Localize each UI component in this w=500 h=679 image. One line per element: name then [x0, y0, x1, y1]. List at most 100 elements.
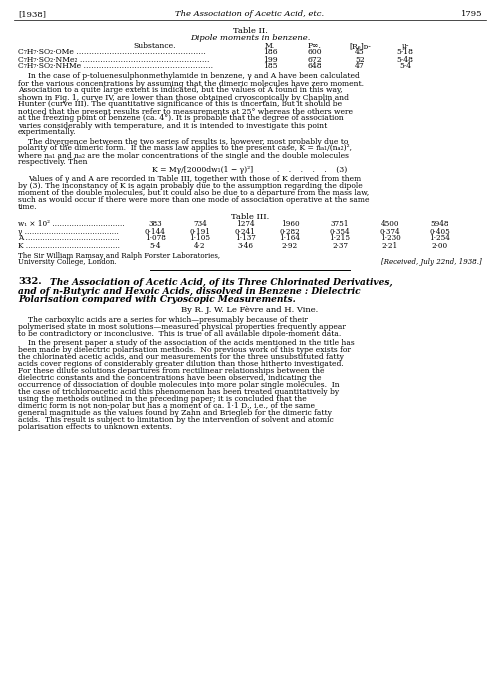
- Text: 199: 199: [262, 56, 278, 64]
- Text: 2·92: 2·92: [282, 242, 298, 249]
- Text: the case of trichloroacetic acid this phenomenon has been treated quantitatively: the case of trichloroacetic acid this ph…: [18, 388, 339, 396]
- Text: 734: 734: [193, 221, 207, 229]
- Text: The divergence between the two series of results is, however, most probably due : The divergence between the two series of…: [28, 138, 348, 145]
- Text: the chlorinated acetic acids, and our measurements for the three unsubstituted f: the chlorinated acetic acids, and our me…: [18, 353, 344, 361]
- Text: shown in Fig. 1, curve IV, are lower than those obtained cryoscopically by Chapl: shown in Fig. 1, curve IV, are lower tha…: [18, 94, 349, 101]
- Text: 1274: 1274: [236, 221, 255, 229]
- Text: polarity of the dimeric form.  If the mass law applies to the present case, K = : polarity of the dimeric form. If the mas…: [18, 145, 352, 153]
- Text: acids.  This result is subject to limitation by the intervention of solvent and : acids. This result is subject to limitat…: [18, 416, 334, 424]
- Text: 1960: 1960: [280, 221, 299, 229]
- Text: The Association of Acetic Acid, etc.: The Association of Acetic Acid, etc.: [176, 10, 324, 18]
- Text: The Sir William Ramsay and Ralph Forster Laboratories,: The Sir William Ramsay and Ralph Forster…: [18, 251, 220, 259]
- Text: Association to a quite large extent is indicated, but the values of A found in t: Association to a quite large extent is i…: [18, 86, 342, 94]
- Text: 185: 185: [262, 62, 278, 71]
- Text: 0·241: 0·241: [234, 227, 256, 236]
- Text: acids cover regions of considerably greater dilution than those hitherto investi: acids cover regions of considerably grea…: [18, 360, 344, 368]
- Text: 600: 600: [308, 48, 322, 56]
- Text: [1938]: [1938]: [18, 10, 46, 18]
- Text: 5948: 5948: [431, 221, 449, 229]
- Text: 3·46: 3·46: [237, 242, 253, 249]
- Text: polarisation effects to unknown extents.: polarisation effects to unknown extents.: [18, 423, 172, 431]
- Text: 5·48: 5·48: [396, 56, 413, 64]
- Text: The carboxylic acids are a series for which—presumably because of their: The carboxylic acids are a series for wh…: [28, 316, 308, 324]
- Text: For these dilute solutions departures from rectilinear relationships between the: For these dilute solutions departures fr…: [18, 367, 324, 375]
- Text: M.: M.: [265, 42, 275, 50]
- Text: time.: time.: [18, 203, 38, 211]
- Text: 2·37: 2·37: [332, 242, 348, 249]
- Text: such as would occur if there were more than one mode of association operative at: such as would occur if there were more t…: [18, 196, 370, 204]
- Text: 186: 186: [262, 48, 278, 56]
- Text: varies considerably with temperature, and it is intended to investigate this poi: varies considerably with temperature, an…: [18, 122, 327, 130]
- Text: Polarisation compared with Cryoscopic Measurements.: Polarisation compared with Cryoscopic Me…: [18, 295, 296, 304]
- Text: 5·18: 5·18: [396, 48, 413, 56]
- Text: 1·078: 1·078: [144, 234, 166, 242]
- Text: at the freezing point of benzene (ca. 4°). It is probable that the degree of ass: at the freezing point of benzene (ca. 4°…: [18, 115, 344, 122]
- Text: μ-: μ-: [401, 42, 409, 50]
- Text: Substance.: Substance.: [134, 42, 176, 50]
- Text: 1·164: 1·164: [280, 234, 300, 242]
- Text: 1795: 1795: [460, 10, 482, 18]
- Text: P∞.: P∞.: [308, 42, 322, 50]
- Text: to be contradictory or inconclusive.  This is true of all available dipole-momen: to be contradictory or inconclusive. Thi…: [18, 330, 341, 338]
- Text: dielectric constants and the concentrations have been observed, indicating the: dielectric constants and the concentrati…: [18, 374, 322, 382]
- Text: 3751: 3751: [331, 221, 349, 229]
- Text: 1·105: 1·105: [190, 234, 210, 242]
- Text: respectively. Then: respectively. Then: [18, 158, 87, 166]
- Text: 4500: 4500: [381, 221, 399, 229]
- Text: moment of the double molecules, but it could also be due to a departure from the: moment of the double molecules, but it c…: [18, 189, 369, 197]
- Text: 1·215: 1·215: [330, 234, 350, 242]
- Text: [Rₑ]ᴅ-: [Rₑ]ᴅ-: [349, 42, 371, 50]
- Text: 5·4: 5·4: [399, 62, 411, 71]
- Text: general magnitude as the values found by Zahn and Briegleb for the dimeric fatty: general magnitude as the values found by…: [18, 409, 332, 417]
- Text: [Received, July 22nd, 1938.]: [Received, July 22nd, 1938.]: [382, 258, 482, 266]
- Text: By R. J. W. Le Fèvre and H. Vine.: By R. J. W. Le Fèvre and H. Vine.: [182, 306, 318, 314]
- Text: The Association of Acetic Acid, of its Three Chlorinated Derivatives,: The Association of Acetic Acid, of its T…: [50, 278, 392, 287]
- Text: Values of γ and A are recorded in Table III, together with those of K derived fr: Values of γ and A are recorded in Table …: [28, 175, 361, 183]
- Text: 0·282: 0·282: [280, 227, 300, 236]
- Text: 0·191: 0·191: [190, 227, 210, 236]
- Text: dimeric form is not non-polar but has a moment of ca. 1·1 D., i.e., of the same: dimeric form is not non-polar but has a …: [18, 402, 315, 410]
- Text: where nₐ₁ and nₐ₂ are the molar concentrations of the single and the double mole: where nₐ₁ and nₐ₂ are the molar concentr…: [18, 151, 349, 160]
- Text: w₁ × 10² …………………………: w₁ × 10² …………………………: [18, 221, 125, 229]
- Text: 672: 672: [308, 56, 322, 64]
- Text: experimentally.: experimentally.: [18, 128, 76, 136]
- Text: been made by dielectric polarisation methods.  No previous work of this type exi: been made by dielectric polarisation met…: [18, 346, 351, 354]
- Text: 52: 52: [355, 56, 365, 64]
- Text: 2·00: 2·00: [432, 242, 448, 249]
- Text: polymerised state in most solutions—measured physical properties frequently appe: polymerised state in most solutions—meas…: [18, 323, 346, 331]
- Text: 0·144: 0·144: [144, 227, 166, 236]
- Text: 47: 47: [355, 62, 365, 71]
- Text: 4·2: 4·2: [194, 242, 206, 249]
- Text: 648: 648: [308, 62, 322, 71]
- Text: C₇H₇·SO₂·NMe₂ ……………………………………………: C₇H₇·SO₂·NMe₂ ……………………………………………: [18, 56, 210, 64]
- Text: for the various concentrations by assuming that the dimeric molecules have zero : for the various concentrations by assumi…: [18, 79, 364, 88]
- Text: noticed that the present results refer to measurements at 25° whereas the others: noticed that the present results refer t…: [18, 107, 353, 115]
- Text: 383: 383: [148, 221, 162, 229]
- Text: Table III.: Table III.: [231, 213, 269, 221]
- Text: Hunter (curve III). The quantitative significance of this is uncertain, but it s: Hunter (curve III). The quantitative sig…: [18, 100, 342, 109]
- Text: C₇H₇·SO₂·OMe ……………………………………………: C₇H₇·SO₂·OMe ……………………………………………: [18, 48, 206, 56]
- Text: 332.: 332.: [18, 278, 42, 287]
- Text: In the present paper a study of the association of the acids mentioned in the ti: In the present paper a study of the asso…: [28, 339, 355, 347]
- Text: 1·137: 1·137: [234, 234, 256, 242]
- Text: C₇H₇·SO₂·NHMe ……………………………………………: C₇H₇·SO₂·NHMe ……………………………………………: [18, 62, 213, 71]
- Text: and of n-Butyric and Hexoic Acids, dissolved in Benzene : Dielectric: and of n-Butyric and Hexoic Acids, disso…: [18, 287, 360, 295]
- Text: Dipole moments in benzene.: Dipole moments in benzene.: [190, 35, 310, 43]
- Text: In the case of p-toluenesulphonmethylamide in benzene, γ and A have been calcula: In the case of p-toluenesulphonmethylami…: [28, 73, 360, 81]
- Text: 5·4: 5·4: [149, 242, 161, 249]
- Text: K …………………………………: K …………………………………: [18, 242, 120, 249]
- Text: using the methods outlined in the preceding paper; it is concluded that the: using the methods outlined in the preced…: [18, 395, 307, 403]
- Text: 45: 45: [355, 48, 365, 56]
- Text: 2·21: 2·21: [382, 242, 398, 249]
- Text: γ …………………………………: γ …………………………………: [18, 227, 119, 236]
- Text: K = Mγ/[2000dw₁(1 − γ)²]          .    .    .    .    .    (3): K = Mγ/[2000dw₁(1 − γ)²] . . . . . (3): [152, 166, 348, 175]
- Text: 0·374: 0·374: [380, 227, 400, 236]
- Text: by (3). The inconstancy of K is again probably due to the assumption regarding t: by (3). The inconstancy of K is again pr…: [18, 182, 363, 190]
- Text: 1·230: 1·230: [380, 234, 400, 242]
- Text: University College, London.: University College, London.: [18, 258, 117, 266]
- Text: 0·354: 0·354: [330, 227, 350, 236]
- Text: 1·254: 1·254: [430, 234, 450, 242]
- Text: occurrence of dissociation of double molecules into more polar single molecules.: occurrence of dissociation of double mol…: [18, 381, 340, 389]
- Text: Table II.: Table II.: [232, 27, 268, 35]
- Text: A …………………………………: A …………………………………: [18, 234, 120, 242]
